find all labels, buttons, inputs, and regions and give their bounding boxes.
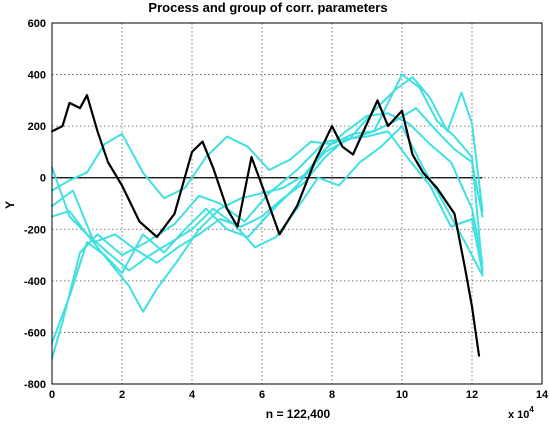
x-tick-label: 0 — [49, 389, 55, 401]
x-tick-label: 4 — [189, 389, 196, 401]
group-series-line-3 — [51, 130, 484, 275]
x-multiplier-base: x 10 — [508, 409, 529, 421]
chart-title: Process and group of corr. parameters — [148, 0, 387, 15]
x-multiplier-exponent: 4 — [529, 405, 534, 414]
group-series-line-4 — [51, 125, 484, 277]
x-tick-label: 10 — [396, 389, 408, 401]
y-tick-label: -200 — [24, 224, 46, 236]
group-series-line-5 — [51, 112, 484, 313]
y-tick-label: 200 — [28, 121, 46, 133]
y-tick-label: 400 — [28, 70, 46, 82]
y-tick-label: 600 — [28, 18, 46, 30]
x-tick-label: 8 — [329, 389, 335, 401]
group-series-line-1 — [51, 76, 484, 360]
x-multiplier: x 104 — [508, 405, 534, 421]
y-tick-label: 0 — [40, 173, 46, 185]
process-series-line — [50, 94, 481, 357]
y-tick-label: -400 — [24, 276, 46, 288]
x-tick-label: 2 — [119, 389, 125, 401]
y-tick-label: -600 — [24, 327, 46, 339]
group-series-line-2 — [51, 73, 484, 344]
x-tick-label: 6 — [259, 389, 265, 401]
y-axis-label: Y — [3, 201, 17, 209]
group-series-line-6 — [51, 107, 484, 218]
x-axis-label: n = 122,400 — [266, 407, 331, 421]
x-tick-label: 12 — [466, 389, 478, 401]
plot-frame — [51, 22, 543, 385]
y-tick-labels: -800 -600 -400 -200 0 200 400 600 — [24, 18, 46, 391]
series-group — [50, 73, 484, 360]
x-tick-label: 14 — [536, 389, 549, 401]
x-tick-labels: 0 2 4 6 8 10 12 14 — [49, 389, 549, 401]
y-tick-label: -800 — [24, 379, 46, 391]
